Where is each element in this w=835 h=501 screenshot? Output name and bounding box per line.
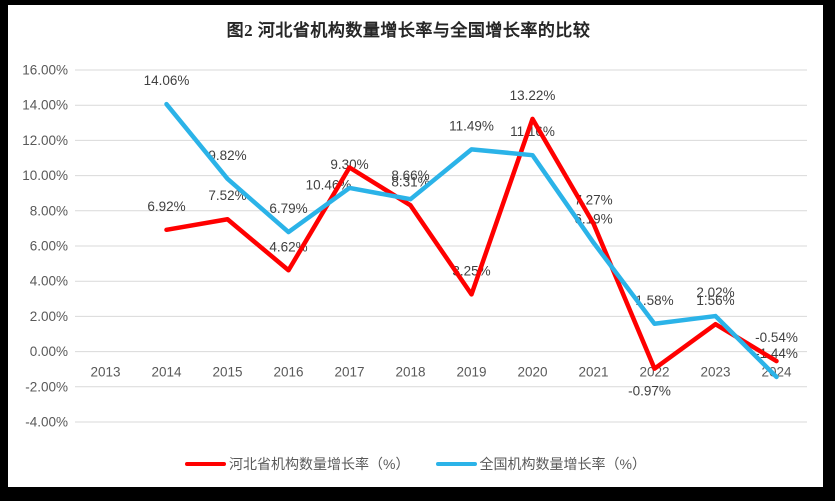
svg-text:12.00%: 12.00% [22,133,68,148]
svg-text:14.00%: 14.00% [22,98,68,113]
svg-text:8.00%: 8.00% [30,203,68,218]
svg-text:10.00%: 10.00% [22,168,68,183]
data-labels: 6.92%7.52%4.62%10.46% 8.31%3.25%13.22%7.2… [144,73,798,399]
x-axis-labels: 2013 2014 2015 2016 2017 2018 2019 2020 2021 2022… [90,365,792,380]
data-label: 6.19% [574,212,612,227]
legend-swatch-red-line [185,461,227,467]
series-line-1 [164,101,779,380]
data-label: -0.97% [628,384,671,399]
data-label: 11.49% [449,118,494,133]
svg-text:2014: 2014 [151,365,182,380]
data-label: 2.02% [696,285,734,300]
svg-text:2021: 2021 [578,365,608,380]
data-label: 8.31% [391,174,429,189]
series-line-0 [164,116,779,371]
svg-text:2023: 2023 [700,365,730,380]
line-chart: 16.00% 14.00% 12.00% 10.00% 8.00% 6.00% 4.00% 2… [22,63,807,430]
data-label: 14.06% [144,73,190,88]
svg-text:2013: 2013 [90,365,120,380]
chart-title: 图2 河北省机构数量增长率与全国增长率的比较 [226,21,591,40]
svg-text:2018: 2018 [395,365,425,380]
data-label: 6.79% [269,201,307,216]
svg-text:0.00%: 0.00% [30,344,68,359]
chart-canvas: 图2 河北省机构数量增长率与全国增长率的比较 16.00% 14.00% 12.00… [8,5,823,487]
y-axis-labels: 16.00% 14.00% 12.00% 10.00% 8.00% 6.00% 4.00% 2… [22,63,68,430]
data-label: 1.56% [696,293,734,308]
svg-text:-4.00%: -4.00% [25,415,68,430]
svg-text:2019: 2019 [456,365,486,380]
data-label: 11.16% [510,124,555,139]
svg-text:2015: 2015 [212,365,242,380]
svg-text:2022: 2022 [639,365,669,380]
svg-text:2016: 2016 [273,365,303,380]
svg-text:4.00%: 4.00% [30,274,68,289]
data-label: 7.52% [208,188,246,203]
legend-item-national: 全国机构数量增长率（%） [435,454,646,474]
svg-text:16.00%: 16.00% [22,63,68,78]
data-label: 9.30% [330,157,368,172]
chart-legend: 河北省机构数量增长率（%） 全国机构数量增长率（%） [8,454,823,474]
legend-swatch-blue-line [435,461,477,467]
svg-text:6.00%: 6.00% [30,239,68,254]
data-label: 9.82% [208,148,246,163]
data-label: 13.22% [510,88,556,103]
legend-item-hebei: 河北省机构数量增长率（%） [185,454,410,474]
data-label: -0.54% [755,330,798,345]
data-label: 6.92% [147,199,185,214]
data-label: 8.66% [391,168,429,183]
legend-label-national: 全国机构数量增长率（%） [479,456,646,472]
svg-text:2017: 2017 [334,365,364,380]
svg-text:-2.00%: -2.00% [25,379,68,394]
legend-label-hebei: 河北省机构数量增长率（%） [229,456,410,472]
svg-text:2020: 2020 [517,365,547,380]
data-label: 1.58% [635,293,673,308]
svg-text:2.00%: 2.00% [30,309,68,324]
